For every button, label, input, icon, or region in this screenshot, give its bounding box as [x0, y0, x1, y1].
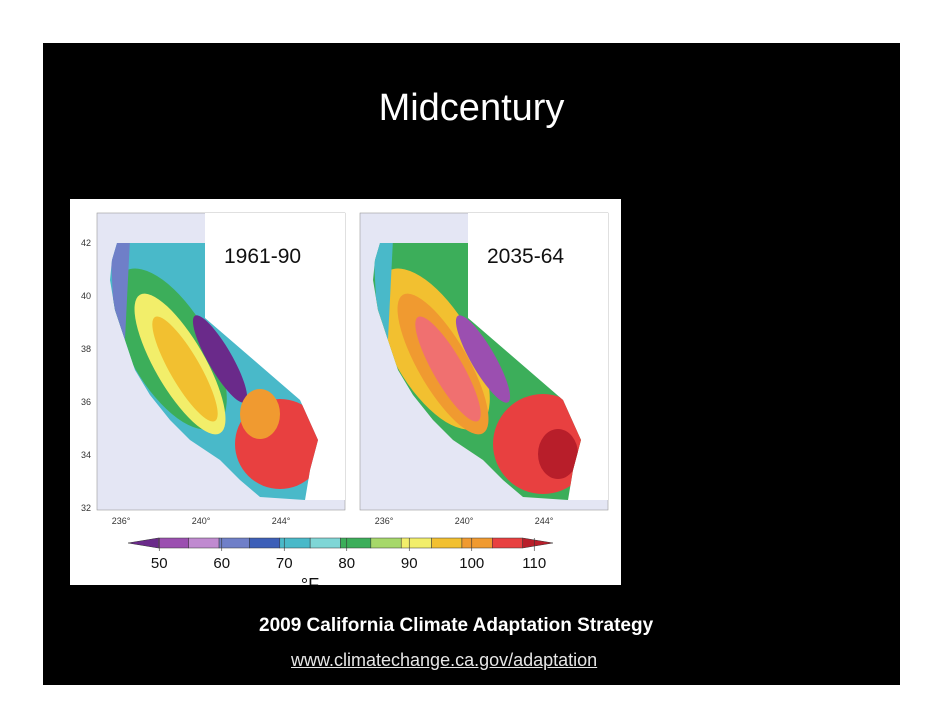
- colorbar-segment: [492, 537, 523, 549]
- colorbar-segment: [218, 537, 250, 549]
- colorbar-segment: [431, 537, 463, 549]
- colorbar-tick-label: 70: [276, 555, 293, 572]
- colorbar-tick-label: 100: [459, 555, 484, 572]
- slide-title: Midcentury: [378, 87, 565, 129]
- colorbar-tick-label: 80: [338, 555, 355, 572]
- map-panel: 1961-90 236° 240° 244°: [96, 212, 346, 526]
- longitude-label: 240°: [192, 516, 211, 526]
- map-panel: 2035-64 236° 240° 244°: [359, 212, 609, 526]
- caption: 2009 California Climate Adaptation Strat…: [259, 615, 654, 636]
- colorbar-segment: [340, 537, 372, 549]
- colorbar-tick-label: 60: [213, 555, 230, 572]
- colorbar-tick-label: 110: [522, 555, 546, 572]
- colorbar-segment: [400, 537, 432, 549]
- colorbar-unit: °F: [301, 575, 319, 585]
- colorbar-segment: [158, 537, 189, 549]
- latitude-label: 32: [81, 503, 91, 513]
- colorbar-segment: [309, 537, 341, 549]
- colorbar-tick-label: 90: [401, 555, 418, 572]
- colorbar-segment: [370, 537, 402, 549]
- longitude-label: 240°: [455, 516, 474, 526]
- colorbar-segment: [461, 537, 493, 549]
- colorbar-segment: [249, 537, 281, 549]
- longitude-label: 236°: [375, 516, 394, 526]
- colorbar-segment: [188, 537, 220, 549]
- longitude-label: 244°: [272, 516, 291, 526]
- panel-label: 2035-64: [487, 245, 564, 268]
- colorbar-arrow: [522, 537, 554, 549]
- panel-label: 1961-90: [224, 245, 301, 268]
- colorbar-tick-label: 50: [151, 555, 168, 572]
- latitude-label: 34: [81, 450, 91, 460]
- link[interactable]: www.climatechange.ca.gov/adaptation: [291, 650, 598, 670]
- longitude-label: 236°: [112, 516, 131, 526]
- longitude-label: 244°: [535, 516, 554, 526]
- latitude-label: 38: [81, 344, 91, 354]
- latitude-label: 36: [81, 397, 91, 407]
- latitude-label: 42: [81, 238, 91, 248]
- latitude-label: 40: [81, 291, 91, 301]
